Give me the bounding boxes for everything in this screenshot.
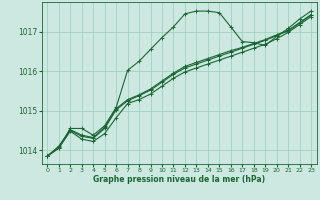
X-axis label: Graphe pression niveau de la mer (hPa): Graphe pression niveau de la mer (hPa) [93, 175, 265, 184]
